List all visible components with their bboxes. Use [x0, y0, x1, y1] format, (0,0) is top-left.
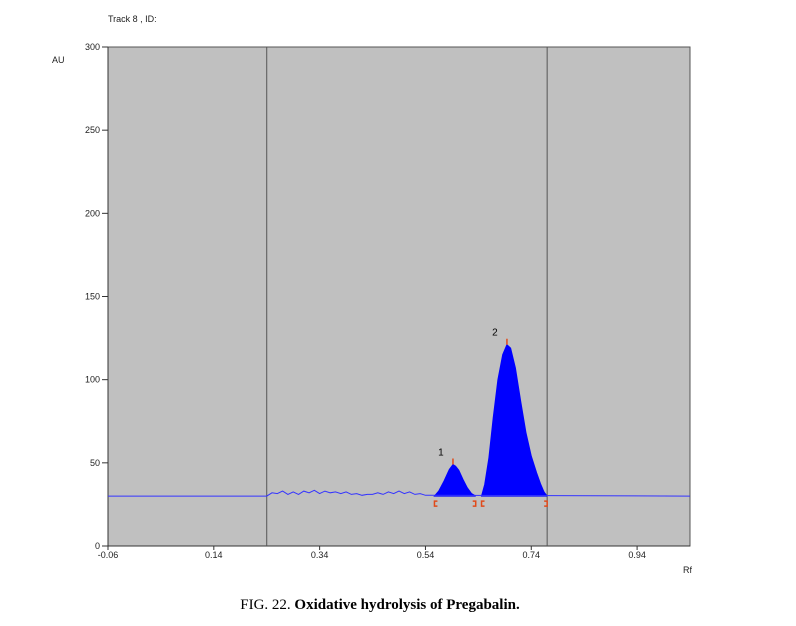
x-tick-label: 0.34: [311, 550, 329, 560]
x-tick-label: 0.74: [523, 550, 541, 560]
y-tick-label: 250: [85, 125, 100, 135]
peak-area: [480, 343, 548, 497]
y-tick-label: 50: [90, 458, 100, 468]
x-tick-label: 0.14: [205, 550, 223, 560]
peak-boundary-marker: [544, 500, 548, 507]
peak-boundary-marker: [480, 500, 485, 507]
y-tick-label: 150: [85, 292, 100, 302]
baseline-trace: [108, 489, 691, 497]
y-tick-label: 100: [85, 375, 100, 385]
caption-prefix: FIG. 22.: [240, 597, 291, 613]
chart-marks: 0 50 100 150 200 250 300 -0.06 0.14 0.34 0.54 0.74 0…: [85, 42, 691, 560]
chart-header: Track 8 , ID:: [108, 14, 157, 24]
peak-boundary-marker: [433, 500, 438, 507]
caption-title: Oxidative hydrolysis of Pregabalin.: [294, 597, 520, 613]
y-tick-label: 0: [95, 541, 100, 551]
peak-boundary-marker: [472, 500, 477, 507]
y-axis-title: AU: [52, 55, 65, 65]
peak-label: 2: [492, 328, 498, 339]
x-tick-label: 0.54: [417, 550, 435, 560]
chromatogram-chart: Track 8 , ID: AU 0 50 100 150 200 250 300 -0.06…: [52, 14, 692, 575]
figure-caption: FIG. 22. Oxidative hydrolysis of Pregaba…: [0, 597, 760, 614]
x-axis-title: Rf: [683, 565, 692, 575]
x-tick-label: -0.06: [98, 550, 119, 560]
peak-label: 1: [438, 447, 444, 458]
y-tick-label: 200: [85, 208, 100, 218]
y-tick-label: 300: [85, 42, 100, 52]
plot-area: [107, 46, 691, 547]
x-tick-label: 0.94: [628, 550, 646, 560]
